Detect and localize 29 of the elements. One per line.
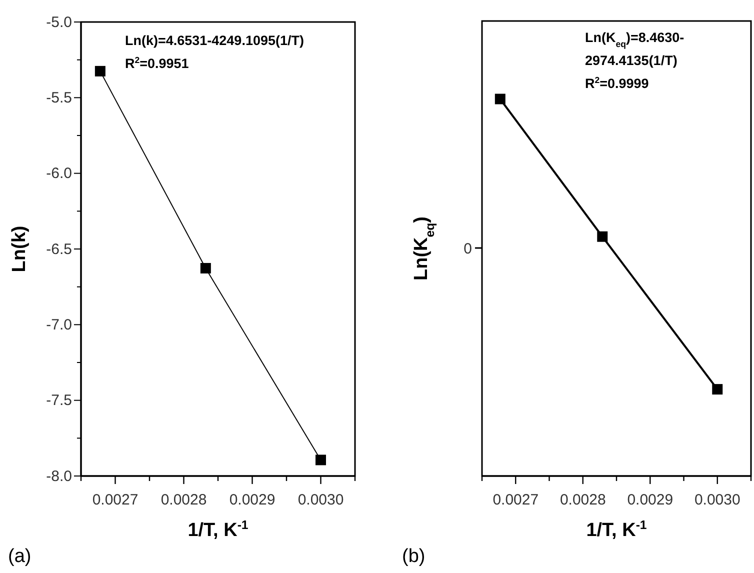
x-tick-label: 0.0028 — [160, 492, 207, 508]
y-tick-label: -5.5 — [46, 89, 72, 106]
point — [316, 454, 326, 466]
text: 0 — [464, 240, 472, 258]
x-tick-label: 0.0029 — [627, 492, 674, 508]
text: Ln(K$_{eq}$)=8.4630- — [585, 30, 684, 49]
text: 2974.4135(1/T) — [585, 53, 678, 68]
y-tick-label: -6.0 — [46, 165, 72, 182]
y-tick-label: -7.5 — [46, 392, 72, 410]
y-tick-label: -8.0 — [46, 468, 72, 485]
x-axis-title: 1/T, K$^{-1}$ — [586, 518, 647, 541]
x-axis-title: 1/T, K$^{-1}$ — [188, 518, 248, 541]
y-tick-label: -7.0 — [46, 316, 72, 334]
annotation: Ln(k)=4.6531-4249.1095(1/T) — [125, 33, 304, 48]
x-tick-label: 0.0027 — [92, 492, 138, 508]
point — [200, 262, 211, 274]
y-axis-title: Ln(k) — [9, 226, 30, 272]
y-tick-label: -6.5 — [46, 240, 72, 258]
x-tick-label: 0.0029 — [229, 492, 276, 508]
text: (a) — [8, 546, 32, 567]
x-tick-label: 0.0030 — [694, 492, 740, 508]
y-tick-label: -5.0 — [46, 14, 72, 31]
text: R$^{2}$=0.9999 — [585, 75, 649, 91]
x-tick-label: 0.0028 — [560, 492, 606, 508]
x-tick-label: 0.0027 — [492, 492, 539, 508]
point — [94, 66, 106, 76]
annotation: R$^{2}$=0.9951 — [125, 55, 190, 71]
text: (b) — [402, 546, 426, 567]
x-tick-label: 0.0030 — [298, 492, 344, 508]
